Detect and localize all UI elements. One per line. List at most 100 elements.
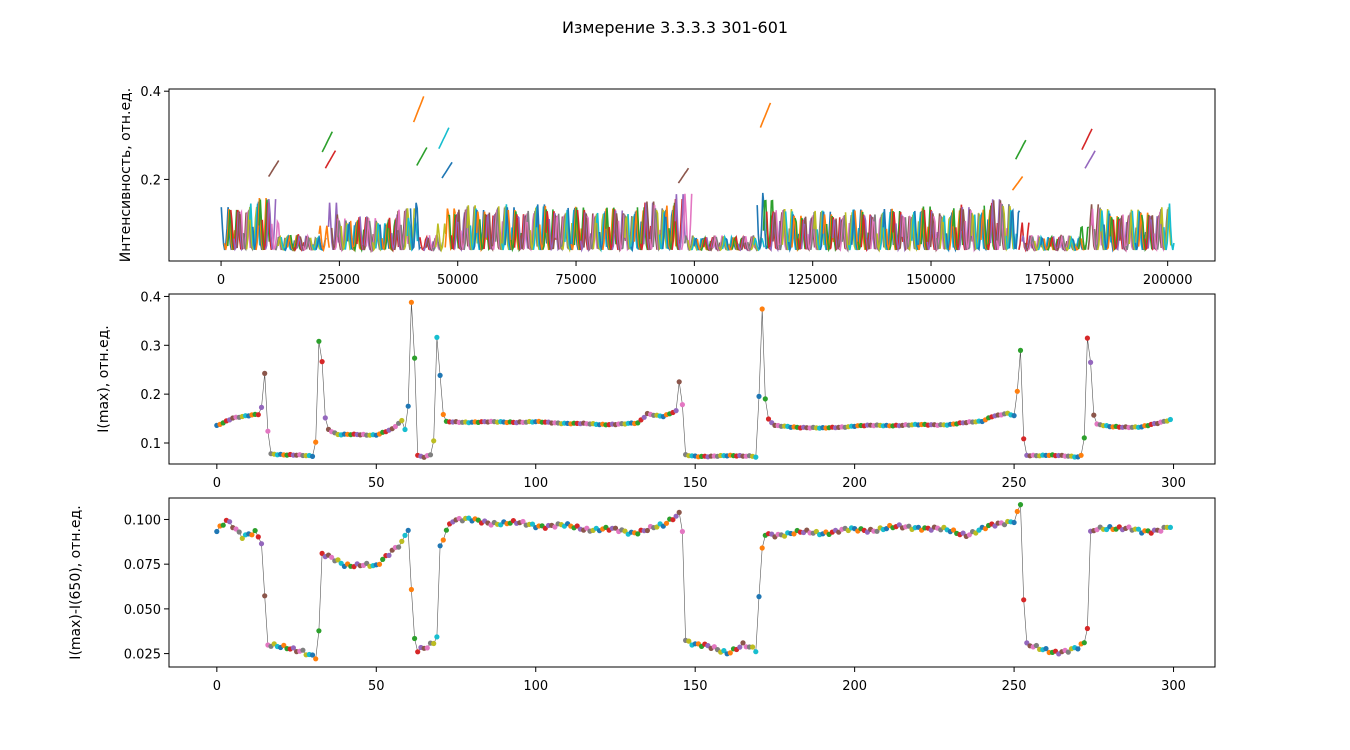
data-point: [262, 593, 268, 599]
data-point: [676, 379, 682, 385]
spectrum-line: [627, 213, 639, 252]
data-point: [644, 527, 651, 534]
data-point: [437, 543, 443, 549]
data-point: [214, 528, 220, 535]
spectrum-line: [999, 204, 1011, 250]
spectrum-line: [444, 208, 456, 251]
figure-title: Измерение 3.3.3.3 301-601: [562, 18, 788, 37]
spectrum-line: [844, 212, 857, 251]
spectrum-line: [557, 213, 570, 252]
spectrum-line: [816, 210, 828, 251]
data-point: [443, 527, 449, 533]
spectrum-line: [497, 206, 510, 251]
data-point: [392, 423, 398, 430]
spectrum-line: [646, 201, 658, 250]
data-point: [255, 534, 261, 540]
spectrum-line: [740, 236, 753, 252]
spectrum-line: [992, 200, 1005, 251]
data-point: [740, 640, 746, 646]
data-point: [874, 528, 880, 534]
y-axis-label: I(max)-I(650), отн.ед.: [68, 505, 84, 659]
data-point: [663, 520, 670, 526]
spectrum-line: [349, 220, 362, 252]
spectrum-line: [677, 167, 690, 184]
data-point: [437, 372, 443, 378]
spectrum-line: [806, 215, 819, 250]
spectrum-line: [608, 209, 620, 251]
spectrum-line: [479, 214, 491, 251]
y-tick-label: 0.1: [140, 437, 161, 452]
data-point: [641, 414, 647, 420]
data-point: [1014, 388, 1020, 394]
data-point: [405, 403, 411, 409]
spectrum-line: [286, 235, 299, 252]
spectrum-line: [393, 210, 406, 251]
data-point: [574, 523, 580, 529]
spectrum-line: [532, 206, 545, 251]
spectrum-line: [226, 209, 239, 251]
x-tick-label: 100: [523, 679, 548, 694]
spectrum-line: [520, 214, 532, 251]
spectrum-line: [1059, 235, 1071, 252]
data-point: [966, 532, 973, 538]
data-point: [300, 647, 306, 653]
spectrum-line: [289, 234, 302, 252]
spectrum-line: [772, 212, 784, 250]
spectrum-line: [1096, 209, 1109, 251]
spectrum-line: [504, 207, 516, 251]
x-tick-label: 150: [683, 679, 708, 694]
x-tick-label: 50: [368, 476, 385, 491]
data-point: [405, 527, 411, 534]
spectrum-line: [567, 207, 579, 251]
x-tick-label: 0: [213, 476, 221, 491]
data-point: [727, 650, 733, 656]
x-tick-label: 250: [1002, 679, 1027, 694]
spectrum-line: [825, 215, 838, 253]
spectrum-line: [488, 212, 501, 252]
spectrum-line: [245, 206, 258, 250]
plot-frame: [168, 293, 1216, 465]
spectrum-line: [548, 213, 560, 252]
spectrum-line: [412, 96, 425, 123]
spectrum-line: [910, 211, 923, 250]
y-tick-label: 0.2: [140, 388, 161, 403]
spectrum-line: [1081, 128, 1093, 151]
data-point: [759, 306, 765, 312]
data-point: [415, 649, 421, 655]
data-point: [1126, 524, 1132, 530]
spectrum-line: [1084, 150, 1096, 169]
spectrum-line: [324, 150, 337, 169]
spectrum-line: [419, 234, 431, 252]
y-tick-label: 0.2: [140, 173, 161, 188]
x-tick-label: 150000: [906, 273, 956, 288]
spectrum-line: [583, 213, 595, 252]
data-point: [412, 635, 418, 642]
spectrum-line: [242, 210, 255, 252]
plot-frame: [168, 497, 1216, 668]
spectrum-line: [463, 206, 475, 251]
data-point: [635, 531, 641, 537]
data-point: [1017, 347, 1024, 353]
data-point: [753, 454, 759, 460]
data-point: [424, 645, 430, 651]
spectrum-line: [428, 235, 441, 252]
data-point: [236, 529, 242, 535]
spectrum-line: [775, 210, 787, 251]
data-point: [220, 522, 226, 528]
x-tick-label: 75000: [555, 273, 596, 288]
spectrum-line: [617, 214, 630, 252]
data-point: [753, 649, 759, 655]
spectrum-line: [346, 221, 359, 251]
data-point: [960, 530, 966, 536]
x-tick-label: 150: [683, 476, 708, 491]
data-point: [227, 519, 233, 525]
spectrum-line: [1147, 216, 1159, 250]
spectrum-line: [810, 212, 822, 251]
spectrum-line: [542, 209, 554, 250]
x-tick-label: 0: [213, 679, 221, 694]
data-point: [316, 628, 322, 634]
data-point: [376, 561, 383, 567]
spectrum-line: [267, 160, 280, 178]
spectrum-line: [945, 212, 958, 253]
spectrum-line: [554, 215, 567, 251]
